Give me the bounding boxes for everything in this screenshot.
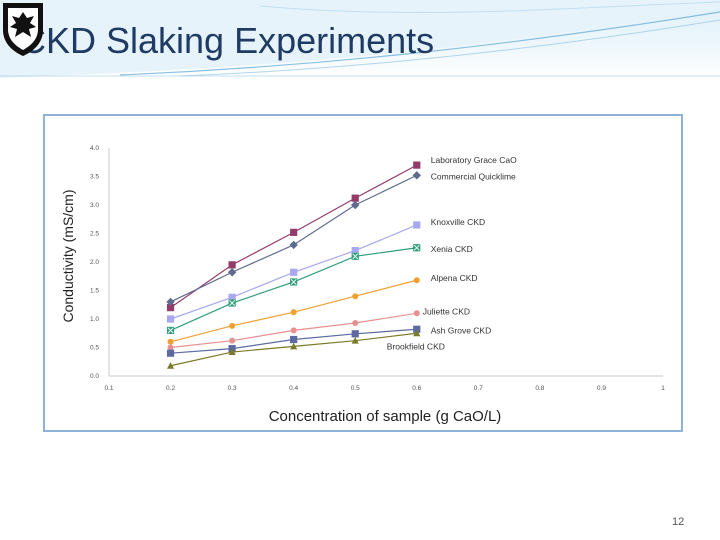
series-label: Laboratory Grace CaO <box>431 155 517 165</box>
data-point-marker <box>290 268 298 276</box>
y-tick-label: 0.5 <box>90 345 99 352</box>
data-point-marker <box>351 200 360 210</box>
series-label: Knoxville CKD <box>431 217 485 227</box>
chart-tick-labels: 0.1 0.2 0.3 0.4 0.5 0.6 0.7 0.8 0.9 1 0.0 0.5 1.0 1.5… <box>90 145 665 392</box>
data-point-marker <box>167 344 174 351</box>
header-swoosh-decoration <box>0 0 720 78</box>
x-tick-label: 0.3 <box>228 385 237 392</box>
data-point-marker <box>351 330 359 338</box>
data-point-marker <box>351 194 359 202</box>
x-tick-label: 1 <box>661 385 665 392</box>
y-tick-label: 4.0 <box>90 145 99 152</box>
y-tick-label: 3.5 <box>90 174 99 181</box>
data-point-marker-cross <box>413 244 420 251</box>
data-point-marker <box>166 349 175 357</box>
chart-axes <box>108 148 663 377</box>
series-line <box>170 164 418 309</box>
data-point-marker <box>229 322 236 329</box>
series-brookfield-ckd <box>166 329 421 369</box>
x-tick-label: 0.7 <box>474 385 483 392</box>
data-point-marker-cross <box>290 279 297 285</box>
y-axis-title: Conductivity (mS/cm) <box>60 189 76 322</box>
data-point-marker <box>352 319 359 326</box>
data-point-marker <box>290 327 297 334</box>
page-number: 12 <box>672 516 685 528</box>
series-label: Xenia CKD <box>431 244 473 254</box>
series-label: Juliette CKD <box>423 306 470 316</box>
y-tick-label: 2.5 <box>90 231 99 238</box>
data-point-marker <box>290 228 298 236</box>
data-point-marker <box>228 261 236 269</box>
data-point-marker-cross <box>352 253 359 260</box>
data-point-marker <box>290 342 298 350</box>
data-point-marker <box>166 304 175 312</box>
data-point-marker <box>227 268 237 277</box>
y-tick-label: 2.0 <box>90 259 99 266</box>
data-point-marker <box>166 315 175 323</box>
chart-series-labels: Laboratory Grace CaO Commercial Quicklime… <box>387 155 517 351</box>
data-point-marker <box>412 171 421 180</box>
chart-series <box>166 161 421 369</box>
series-laboratory-grace-cao <box>166 161 421 312</box>
data-point-marker <box>352 293 359 300</box>
y-tick-label: 3.0 <box>90 202 99 209</box>
series-label: Alpena CKD <box>431 273 478 283</box>
data-point-marker <box>413 277 420 284</box>
chart-frame: 0.1 0.2 0.3 0.4 0.5 0.6 0.7 0.8 0.9 1 0.0 0.5 1.0 1.5… <box>43 114 683 432</box>
data-point-marker <box>351 337 359 344</box>
series-label: Commercial Quicklime <box>431 171 516 181</box>
data-point-marker <box>290 335 298 344</box>
data-point-marker <box>290 309 297 316</box>
x-axis-title: Concentration of sample (g CaO/L) <box>269 408 502 425</box>
y-tick-label: 1.0 <box>90 316 99 323</box>
data-point-marker <box>228 293 236 301</box>
conductivity-line-chart: 0.1 0.2 0.3 0.4 0.5 0.6 0.7 0.8 0.9 1 0.0 0.5 1.0 1.5… <box>60 145 665 425</box>
shield-crest-icon <box>3 3 43 56</box>
series-juliette-ckd <box>167 310 420 351</box>
data-point-marker <box>413 329 421 337</box>
series-knoxville-ckd <box>166 221 421 323</box>
slide-header: CKD Slaking Experiments <box>0 0 720 78</box>
series-line <box>170 247 417 331</box>
data-point-marker <box>289 240 298 250</box>
x-tick-label: 0.2 <box>166 385 175 392</box>
x-tick-label: 0.1 <box>104 385 113 392</box>
data-point-marker <box>228 348 236 356</box>
data-point-marker <box>351 247 359 255</box>
data-point-marker <box>413 310 420 317</box>
x-tick-label: 0.5 <box>351 385 360 392</box>
x-tick-label: 0.8 <box>535 385 544 392</box>
data-point-marker <box>413 221 421 229</box>
y-tick-label: 1.5 <box>90 288 99 295</box>
series-label: Brookfield CKD <box>387 341 445 351</box>
data-point-marker <box>166 297 175 307</box>
data-point-marker <box>413 161 421 169</box>
series-alpena-ckd <box>167 277 420 345</box>
data-point-marker <box>229 337 236 344</box>
data-point-marker <box>167 338 174 345</box>
x-tick-label: 0.4 <box>289 385 298 392</box>
data-point-marker <box>166 362 175 369</box>
data-point-marker-cross <box>167 327 174 334</box>
series-label: Ash Grove CKD <box>431 325 491 335</box>
data-point-marker <box>413 325 421 333</box>
x-tick-label: 0.6 <box>412 385 421 392</box>
x-tick-label: 0.9 <box>597 385 606 392</box>
y-tick-label: 0.0 <box>90 373 99 380</box>
series-xenia-ckd <box>166 244 421 334</box>
slide-title: CKD Slaking Experiments <box>20 20 435 61</box>
data-point-marker-cross <box>229 300 236 306</box>
